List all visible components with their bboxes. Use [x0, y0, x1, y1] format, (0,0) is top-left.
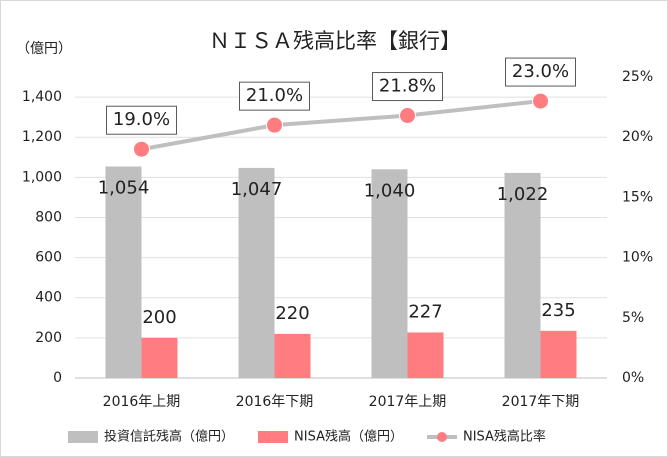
- y2-tick-label: 0%: [622, 370, 644, 386]
- y2-tick-label: 20%: [622, 129, 653, 145]
- line-label-box: [106, 105, 177, 135]
- legend-label: NISA残高（億円）: [294, 429, 403, 445]
- bar: [238, 167, 275, 378]
- bar: [105, 166, 142, 378]
- line-label-box: [372, 72, 443, 102]
- legend-label: 投資信託残高（億円）: [104, 429, 234, 445]
- legend-label: NISA残高比率: [463, 429, 546, 445]
- y-tick-label: 1,000: [22, 169, 62, 185]
- bar-value-label: 227: [408, 301, 442, 322]
- bar-value-label: 200: [142, 307, 176, 328]
- line-label-box: [505, 57, 576, 87]
- x-tick-label: 2016年上期: [103, 394, 181, 410]
- bar: [540, 330, 577, 378]
- legend-swatch: [68, 431, 98, 443]
- legend-marker: [436, 432, 447, 442]
- line-marker: [266, 116, 283, 134]
- line-marker: [532, 92, 549, 110]
- bar: [371, 169, 408, 378]
- y2-tick-label: 15%: [622, 189, 653, 205]
- bar-value-label: 1,054: [98, 177, 150, 198]
- line-value-label: 19.0%: [113, 109, 170, 130]
- x-tick-label: 2017年下期: [502, 394, 580, 410]
- line-value-label: 21.8%: [379, 76, 436, 97]
- bar-value-label: 1,047: [231, 179, 283, 200]
- y-tick-label: 1,200: [22, 129, 62, 145]
- bar: [407, 332, 444, 378]
- line: [141, 99, 541, 152]
- y-tick-label: 0: [53, 370, 62, 386]
- y-tick-label: 1,400: [22, 89, 62, 105]
- line-marker: [133, 140, 150, 158]
- bar-value-label: 1,040: [364, 180, 416, 201]
- bar: [274, 333, 311, 378]
- y-axis-label: （億円）: [16, 41, 72, 57]
- x-tick-label: 2016年下期: [236, 394, 314, 410]
- bar-value-label: 235: [541, 300, 575, 321]
- line-value-label: 21.0%: [246, 85, 303, 106]
- y-tick-label: 600: [35, 250, 62, 266]
- y-tick-label: 800: [35, 209, 62, 225]
- x-tick-label: 2017年上期: [369, 394, 447, 410]
- bar-value-label: 1,022: [497, 184, 549, 205]
- y2-tick-label: 10%: [622, 250, 653, 266]
- chart-title: ＮＩＳＡ残高比率【銀行】: [209, 29, 461, 53]
- bar: [141, 337, 178, 378]
- y-tick-label: 400: [35, 290, 62, 306]
- line-value-label: 23.0%: [512, 61, 569, 82]
- y-tick-label: 200: [35, 330, 62, 346]
- bar-value-label: 220: [275, 303, 309, 324]
- y2-tick-label: 5%: [622, 310, 644, 326]
- line-marker: [399, 107, 416, 125]
- legend-swatch: [258, 431, 289, 443]
- y2-tick-label: 25%: [622, 69, 653, 85]
- bar: [504, 172, 541, 378]
- line-label-box: [239, 81, 310, 111]
